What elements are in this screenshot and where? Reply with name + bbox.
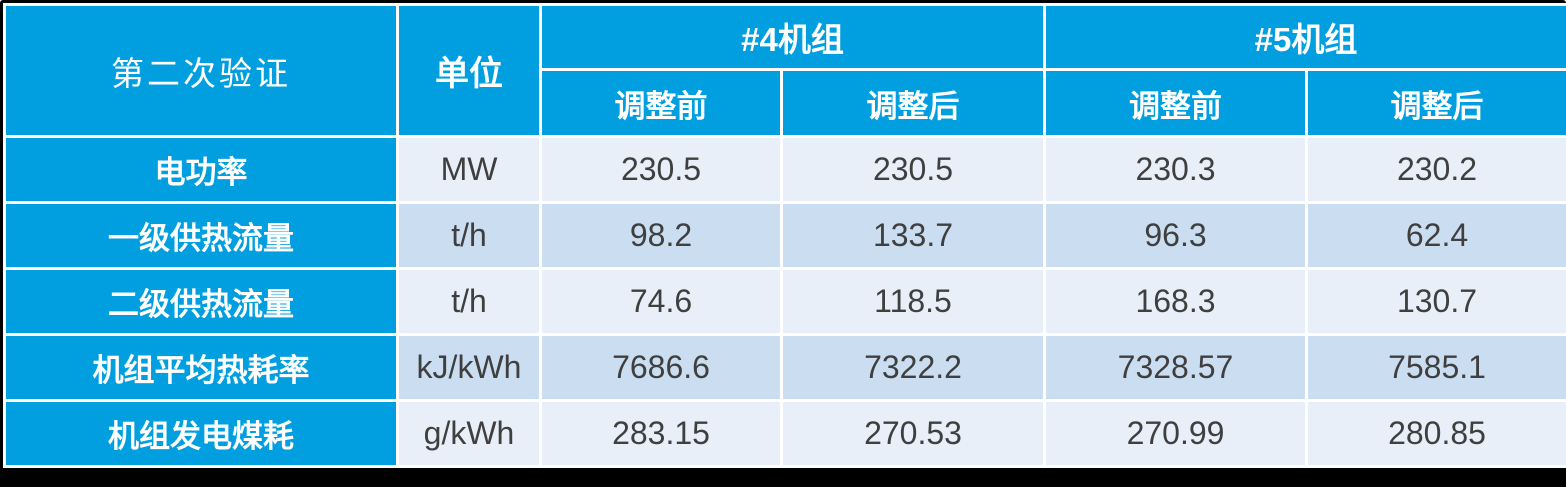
cell-value: 230.3	[1046, 138, 1305, 201]
subheader-unit4-after: 调整后	[783, 71, 1043, 135]
table-row: 电功率 MW 230.5 230.5 230.3 230.2	[6, 138, 1566, 201]
cell-value: 7585.1	[1308, 336, 1566, 399]
row-label-average-heat-rate: 机组平均热耗率	[6, 336, 396, 399]
row-unit: t/h	[399, 204, 539, 267]
table-row: 二级供热流量 t/h 74.6 118.5 168.3 130.7	[6, 270, 1566, 333]
table-title: 第二次验证	[6, 6, 396, 135]
table-row: 机组发电煤耗 g/kWh 283.15 270.53 270.99 280.85	[6, 402, 1566, 465]
cell-value: 280.85	[1308, 402, 1566, 465]
cell-value: 96.3	[1046, 204, 1305, 267]
bottom-black-bar	[0, 468, 1566, 487]
cell-value: 7686.6	[542, 336, 780, 399]
row-label-electric-power: 电功率	[6, 138, 396, 201]
cell-value: 133.7	[783, 204, 1043, 267]
row-label-primary-heating-flow: 一级供热流量	[6, 204, 396, 267]
header-row-subheaders: 调整前 调整后 调整前 调整后	[6, 71, 1566, 135]
cell-value: 98.2	[542, 204, 780, 267]
subheader-unit4-before: 调整前	[542, 71, 780, 135]
header-row-groups: 第二次验证 单位 #4机组 #5机组	[6, 6, 1566, 135]
row-unit: t/h	[399, 270, 539, 333]
cell-value: 230.5	[542, 138, 780, 201]
cell-value: 168.3	[1046, 270, 1305, 333]
row-unit: MW	[399, 138, 539, 201]
cell-value: 62.4	[1308, 204, 1566, 267]
table-row: 机组平均热耗率 kJ/kWh 7686.6 7322.2 7328.57 758…	[6, 336, 1566, 399]
row-label-coal-consumption: 机组发电煤耗	[6, 402, 396, 465]
cell-value: 7328.57	[1046, 336, 1305, 399]
cell-value: 230.5	[783, 138, 1043, 201]
cell-value: 7322.2	[783, 336, 1043, 399]
cell-value: 270.99	[1046, 402, 1305, 465]
group-header-unit5: #5机组	[1046, 6, 1566, 68]
subheader-unit5-before: 调整前	[1046, 71, 1305, 135]
cell-value: 74.6	[542, 270, 780, 333]
row-label-secondary-heating-flow: 二级供热流量	[6, 270, 396, 333]
unit-column-header: 单位	[399, 6, 539, 135]
table-row: 一级供热流量 t/h 98.2 133.7 96.3 62.4	[6, 204, 1566, 267]
row-unit: kJ/kWh	[399, 336, 539, 399]
cell-value: 230.2	[1308, 138, 1566, 201]
group-header-unit4: #4机组	[542, 6, 1043, 68]
subheader-unit5-after: 调整后	[1308, 71, 1566, 135]
row-unit: g/kWh	[399, 402, 539, 465]
cell-value: 130.7	[1308, 270, 1566, 333]
cell-value: 118.5	[783, 270, 1043, 333]
verification-table-area: 第二次验证 单位 #4机组 #5机组 调整前 调整后 调整前 调整后 电功率 M…	[3, 3, 1566, 468]
cell-value: 283.15	[542, 402, 780, 465]
cell-value: 270.53	[783, 402, 1043, 465]
second-verification-table: 第二次验证 单位 #4机组 #5机组 调整前 调整后 调整前 调整后 电功率 M…	[3, 3, 1566, 468]
